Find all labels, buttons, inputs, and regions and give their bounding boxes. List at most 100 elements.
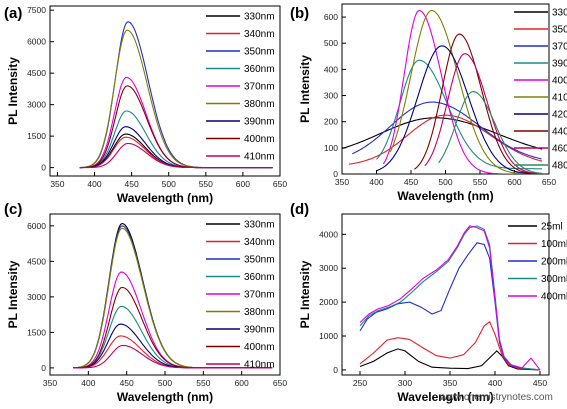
legend-entry: 410nm: [244, 152, 275, 163]
x-tick-label: 450: [404, 177, 418, 187]
panel-d: 250 300 350 400 450 0 1000 2000 3000 4000 Waveleng…: [290, 201, 567, 404]
y-tick-label: 7500: [27, 5, 46, 15]
legend-entry: 100ml: [541, 239, 567, 250]
series-lines: [79, 21, 273, 169]
legend-entry: 410nm: [244, 360, 275, 371]
y-tick-label: 200: [324, 117, 338, 127]
y-tick-label: 1500: [27, 327, 46, 337]
legend-entry: 330nm: [244, 12, 275, 23]
legend-entry: 370nm: [244, 82, 275, 93]
x-tick-label: 650: [273, 378, 287, 388]
x-tick-label: 350: [50, 179, 64, 189]
panel-label: (d): [290, 201, 309, 218]
legend-entry: 350nm: [244, 255, 275, 266]
x-tick-label: 450: [533, 378, 547, 388]
x-tick-label: 450: [120, 378, 134, 388]
series-line-410nm: [73, 344, 273, 369]
series-line-400nm: [382, 9, 543, 174]
x-tick-label: 600: [507, 177, 521, 187]
legend-entry: 360nm: [244, 64, 275, 75]
x-tick-label: 550: [196, 378, 210, 388]
x-tick-label: 500: [438, 177, 452, 187]
y-tick-label: 0: [41, 363, 46, 373]
legend-entry: 390nm: [244, 117, 275, 128]
y-tick-label: 600: [324, 12, 338, 22]
series-line-480nm: [438, 91, 543, 174]
plot-frame: [341, 213, 550, 376]
x-axis-label: Wavelength (nm): [117, 191, 213, 205]
legend-entry: 200ml: [541, 257, 567, 268]
watermark: www.chemistrynotes.com: [439, 392, 553, 403]
x-tick-label: 250: [353, 378, 367, 388]
y-axis-label: PL Intensity: [298, 55, 312, 123]
legend-entry: 360nm: [244, 272, 275, 283]
series-line-300ml: [359, 225, 541, 371]
panel-label: (a): [4, 5, 22, 22]
legend-entry: 390nm: [552, 59, 567, 70]
legend-entry: 340nm: [244, 237, 275, 248]
legend-entry: 380nm: [244, 307, 275, 318]
y-tick-label: 6000: [27, 37, 46, 47]
legend-entry: 380nm: [244, 99, 275, 110]
series-line-100ml: [359, 320, 541, 371]
legend-entry: 400nm: [244, 134, 275, 145]
series-lines: [359, 225, 541, 371]
panel-label: (b): [290, 5, 309, 22]
y-tick-label: 0: [41, 163, 46, 173]
legend-entry: 330nm: [244, 220, 275, 231]
series-line-410nm: [79, 142, 273, 169]
legend-entry: 370nm: [244, 290, 275, 301]
y-axis-label: PL Intensity: [6, 57, 20, 125]
x-tick-label: 400: [81, 378, 95, 388]
legend-entry: 350nm: [552, 25, 567, 36]
y-tick-label: 2000: [319, 297, 338, 307]
x-tick-label: 650: [273, 179, 287, 189]
legend-entry: 350nm: [244, 47, 275, 58]
x-tick-label: 400: [87, 179, 101, 189]
x-tick-label: 450: [125, 179, 139, 189]
y-tick-label: 0: [333, 169, 338, 179]
x-tick-label: 350: [335, 177, 349, 187]
legend-entry: 460nm: [552, 144, 567, 155]
legend-entry: 400nm: [552, 76, 567, 87]
y-tick-label: 6000: [27, 221, 46, 231]
plot-frame: [49, 5, 281, 177]
panel-a: 350 400 450 500 550 600 650 0 1500 3000 4500 6000 75…: [4, 5, 287, 205]
panel-b: 350 400 450 500 550 600 650 0 100 200 300 400 500 600…: [290, 3, 567, 203]
x-tick-label: 500: [158, 378, 172, 388]
x-tick-label: 300: [398, 378, 412, 388]
y-axis-label: PL Intensity: [6, 260, 20, 328]
x-axis-label: Wavelength (nm): [397, 189, 493, 203]
y-tick-label: 500: [324, 38, 338, 48]
x-axis-label: Wavelength (nm): [117, 390, 213, 404]
series-line-25ml: [359, 348, 541, 371]
y-tick-label: 3000: [319, 263, 338, 273]
series-lines: [72, 222, 273, 369]
x-tick-label: 550: [473, 177, 487, 187]
x-tick-label: 400: [488, 378, 502, 388]
series-line-440nm: [414, 33, 542, 174]
y-tick-label: 0: [333, 365, 338, 375]
y-tick-label: 400: [324, 64, 338, 74]
x-tick-label: 400: [369, 177, 383, 187]
y-tick-label: 100: [324, 143, 338, 153]
series-line-460nm: [424, 53, 543, 174]
series-line-330nm: [72, 222, 273, 369]
series-line-350nm: [79, 21, 273, 169]
series-line-400ml: [359, 225, 541, 371]
y-axis-label: PL Intensity: [298, 260, 312, 328]
series-line-420nm: [376, 45, 543, 174]
y-tick-label: 4500: [27, 256, 46, 266]
y-tick-label: 300: [324, 91, 338, 101]
y-tick-label: 1000: [319, 331, 338, 341]
legend-entry: 440nm: [552, 127, 567, 138]
x-tick-label: 550: [199, 179, 213, 189]
series-lines: [342, 9, 543, 174]
legend-entry: 480nm: [552, 161, 567, 172]
x-tick-label: 600: [236, 179, 250, 189]
legend-entry: 410nm: [552, 93, 567, 104]
x-axis-label: Wavelength (nm): [397, 390, 493, 404]
legend-entry: 420nm: [552, 110, 567, 121]
legend-entry: 330nm: [552, 8, 567, 19]
